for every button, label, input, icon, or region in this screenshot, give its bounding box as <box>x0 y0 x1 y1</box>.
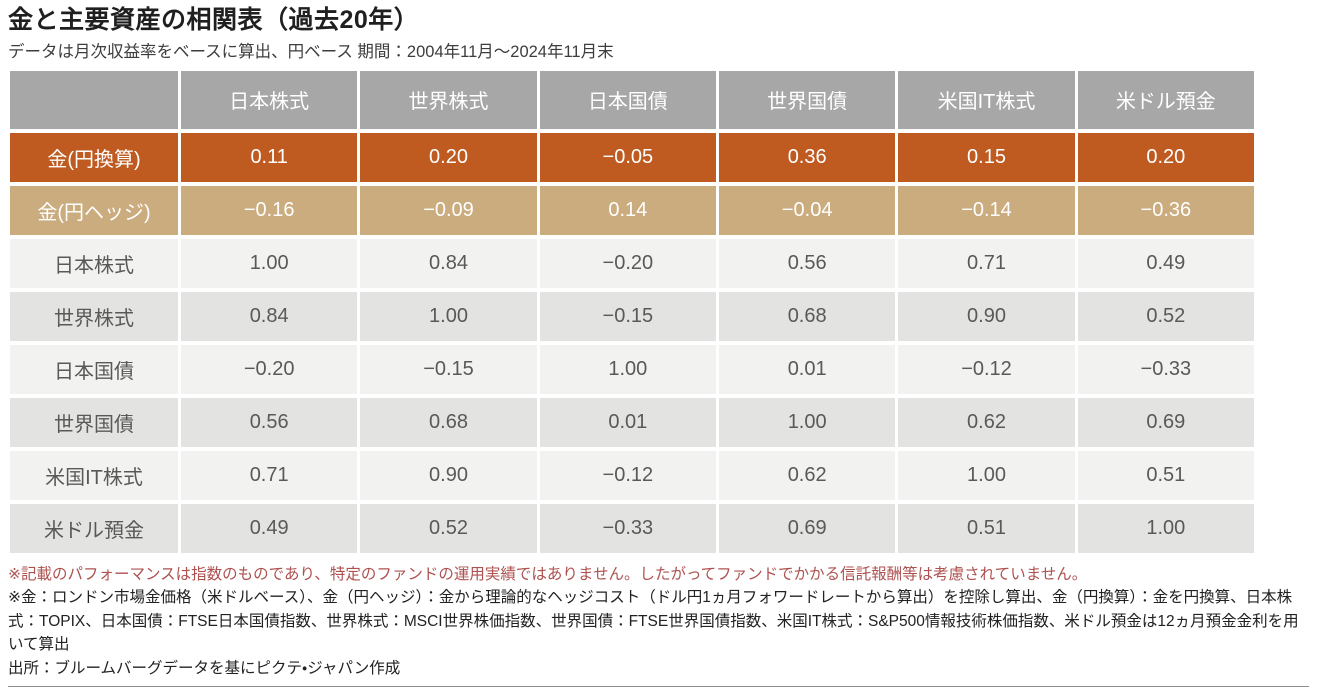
table-cell: 0.49 <box>181 503 358 553</box>
table-cell: 0.01 <box>718 344 896 394</box>
table-cell: 0.71 <box>181 450 358 500</box>
page-subtitle: データは月次収益率をベースに算出、円ベース 期間：2004年11月～2024年1… <box>8 42 614 61</box>
table-cell: 0.52 <box>360 503 537 553</box>
table-cell: 0.51 <box>1077 450 1254 500</box>
table-cell: 0.20 <box>360 132 537 182</box>
table-cell: 0.69 <box>718 503 896 553</box>
table-cell: −0.16 <box>181 185 358 235</box>
table-cell: 1.00 <box>898 450 1075 500</box>
table-cell: 1.00 <box>539 344 716 394</box>
page-title: 金と主要資産の相関表（過去20年） <box>8 6 420 34</box>
table-cell: 0.90 <box>360 450 537 500</box>
table-cell: 0.56 <box>718 238 896 288</box>
table-cell: −0.05 <box>539 132 716 182</box>
methodology-note: ※金：ロンドン市場金価格（米ドルベース）、金（円ヘッジ）：金から理論的なヘッジコ… <box>8 589 1299 654</box>
table-cell: 0.11 <box>181 132 358 182</box>
row-label: 世界株式 <box>10 291 178 341</box>
table-cell: −0.09 <box>360 185 537 235</box>
bottom-divider <box>8 686 1309 688</box>
table-cell: −0.20 <box>181 344 358 394</box>
row-label: 米ドル預金 <box>10 503 178 553</box>
row-label: 日本国債 <box>10 344 178 394</box>
table-cell: −0.15 <box>539 291 716 341</box>
row-label: 金(円換算) <box>10 132 178 182</box>
table-cell: 1.00 <box>718 397 896 447</box>
source-note: 出所：ブルームバーグデータを基にピクテ・ジャパン作成 <box>8 659 401 677</box>
table-cell: 0.62 <box>718 450 896 500</box>
table-cell: −0.04 <box>718 185 896 235</box>
table-cell: −0.36 <box>1077 185 1254 235</box>
table-cell: 0.69 <box>1077 397 1254 447</box>
table-cell: 0.90 <box>898 291 1075 341</box>
column-header-usd-deposit: 米ドル預金 <box>1077 70 1254 129</box>
table-cell: 1.00 <box>1077 503 1254 553</box>
table-cell: 1.00 <box>181 238 358 288</box>
column-header-japan-bond: 日本国債 <box>539 70 716 129</box>
table-cell: 0.51 <box>898 503 1075 553</box>
column-header-us-it-equity: 米国IT株式 <box>898 70 1075 129</box>
table-cell: 0.68 <box>718 291 896 341</box>
table-cell: 0.36 <box>718 132 896 182</box>
table-cell: −0.12 <box>898 344 1075 394</box>
table-cell: 0.84 <box>181 291 358 341</box>
table-cell: 0.14 <box>539 185 716 235</box>
column-header-world-equity: 世界株式 <box>360 70 537 129</box>
table-cell: −0.12 <box>539 450 716 500</box>
table-cell: 0.56 <box>181 397 358 447</box>
table-cell: −0.20 <box>539 238 716 288</box>
table-cell: 0.49 <box>1077 238 1254 288</box>
footnotes: ※記載のパフォーマンスは指数のものであり、特定のファンドの運用実績ではありません… <box>8 563 1309 681</box>
table-cell: −0.14 <box>898 185 1075 235</box>
disclaimer-note: ※記載のパフォーマンスは指数のものであり、特定のファンドの運用実績ではありません… <box>8 565 1088 583</box>
table-cell: 1.00 <box>360 291 537 341</box>
table-cell: 0.68 <box>360 397 537 447</box>
table-cell: 0.71 <box>898 238 1075 288</box>
correlation-table: 日本株式 世界株式 日本国債 世界国債 米国IT株式 米ドル預金 金(円換算) … <box>10 70 1254 553</box>
table-cell: −0.33 <box>539 503 716 553</box>
table-cell: 0.20 <box>1077 132 1254 182</box>
table-cell: −0.15 <box>360 344 537 394</box>
table-cell: 0.84 <box>360 238 537 288</box>
table-cell: 0.15 <box>898 132 1075 182</box>
column-header-world-bond: 世界国債 <box>718 70 896 129</box>
table-cell: −0.33 <box>1077 344 1254 394</box>
row-label: 世界国債 <box>10 397 178 447</box>
row-label: 金(円ヘッジ) <box>10 185 178 235</box>
row-label: 米国IT株式 <box>10 450 178 500</box>
table-cell: 0.52 <box>1077 291 1254 341</box>
row-label: 日本株式 <box>10 238 178 288</box>
corner-cell <box>10 70 178 129</box>
table-cell: 0.62 <box>898 397 1075 447</box>
table-cell: 0.01 <box>539 397 716 447</box>
column-header-japan-equity: 日本株式 <box>181 70 358 129</box>
